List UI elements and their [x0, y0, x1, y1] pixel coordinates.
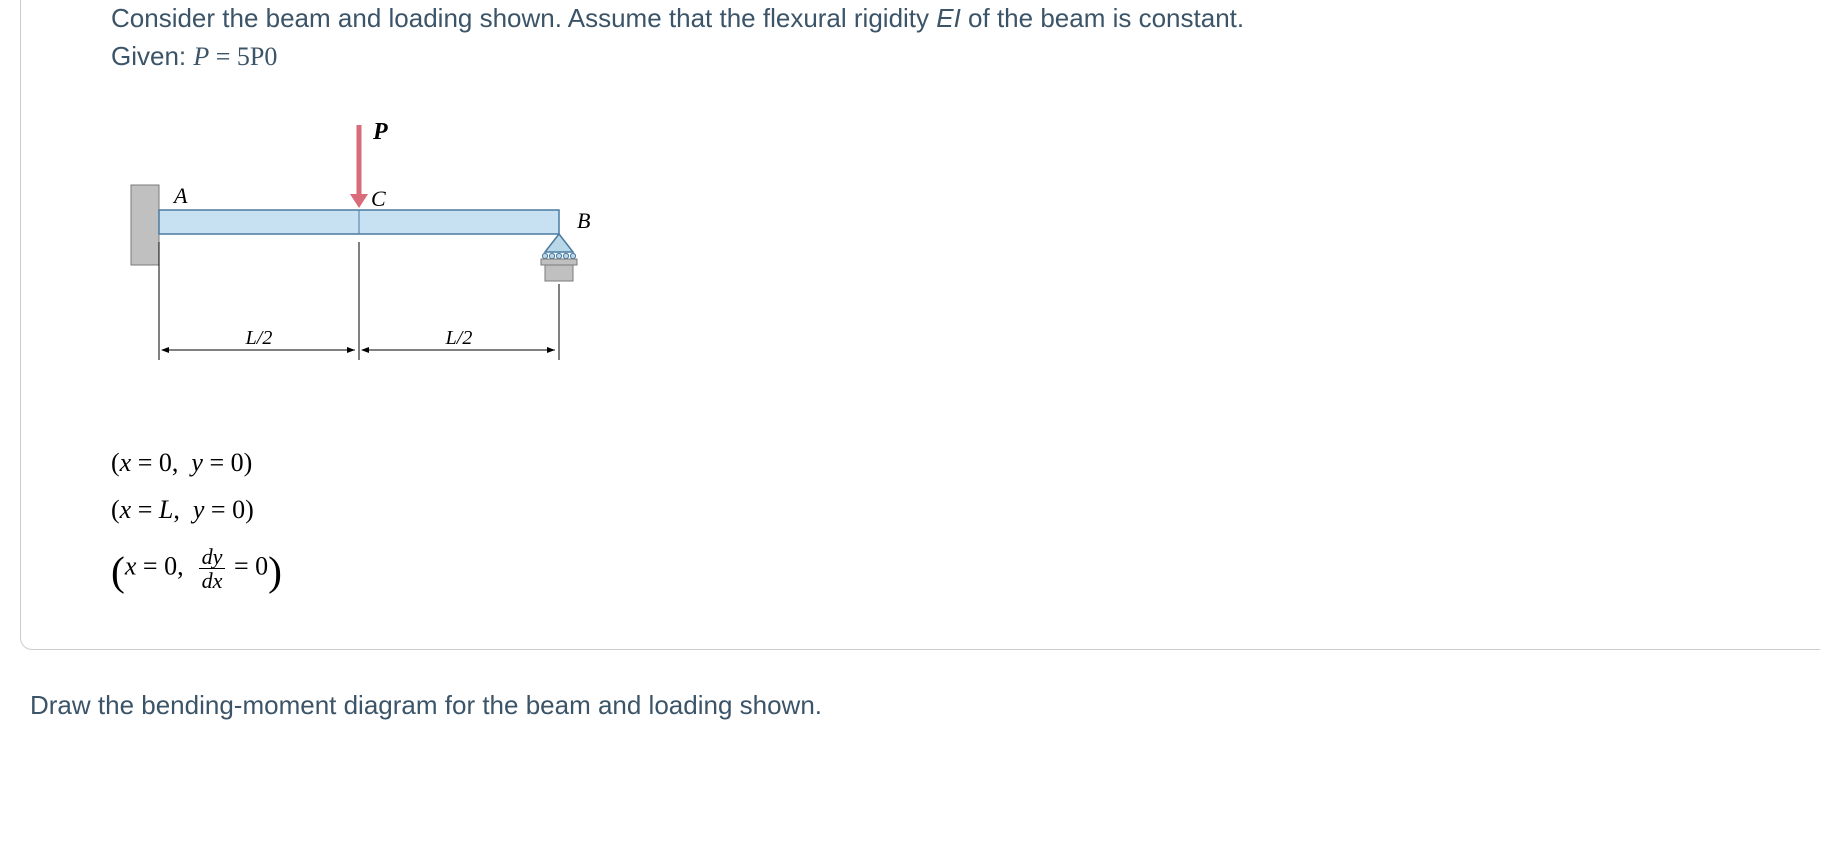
given-sub: 0	[264, 42, 277, 71]
svg-text:A: A	[172, 183, 188, 208]
bc-1: (x = 0, y = 0)	[111, 440, 1820, 487]
given-label: Given:	[111, 41, 193, 71]
beam-figure: P A C B L/2 L/2	[111, 115, 641, 375]
instruction-text: Draw the bending-moment diagram for the …	[30, 690, 1840, 721]
ei-symbol: EI	[936, 3, 961, 33]
svg-text:C: C	[371, 186, 386, 211]
problem-container: Consider the beam and loading shown. Ass…	[20, 0, 1820, 650]
problem-statement: Consider the beam and loading shown. Ass…	[111, 0, 1820, 75]
bc-2: (x = L, y = 0)	[111, 487, 1820, 534]
boundary-conditions: (x = 0, y = 0) (x = L, y = 0) (x = 0, dy…	[111, 440, 1820, 608]
svg-text:B: B	[577, 208, 590, 233]
given-rhs: = 5P	[209, 42, 264, 71]
svg-text:L/2: L/2	[445, 327, 473, 349]
given-lhs: P	[193, 42, 209, 71]
bc-3: (x = 0, dydx = 0)	[111, 534, 1820, 609]
bc3-suffix: = 0	[234, 552, 268, 581]
problem-text-1b: of the beam is constant.	[961, 3, 1244, 33]
svg-text:P: P	[372, 119, 388, 145]
bc3-den: dx	[199, 569, 226, 592]
bc3-num: dy	[199, 545, 226, 569]
problem-text-1: Consider the beam and loading shown. Ass…	[111, 3, 936, 33]
svg-text:L/2: L/2	[245, 327, 273, 349]
